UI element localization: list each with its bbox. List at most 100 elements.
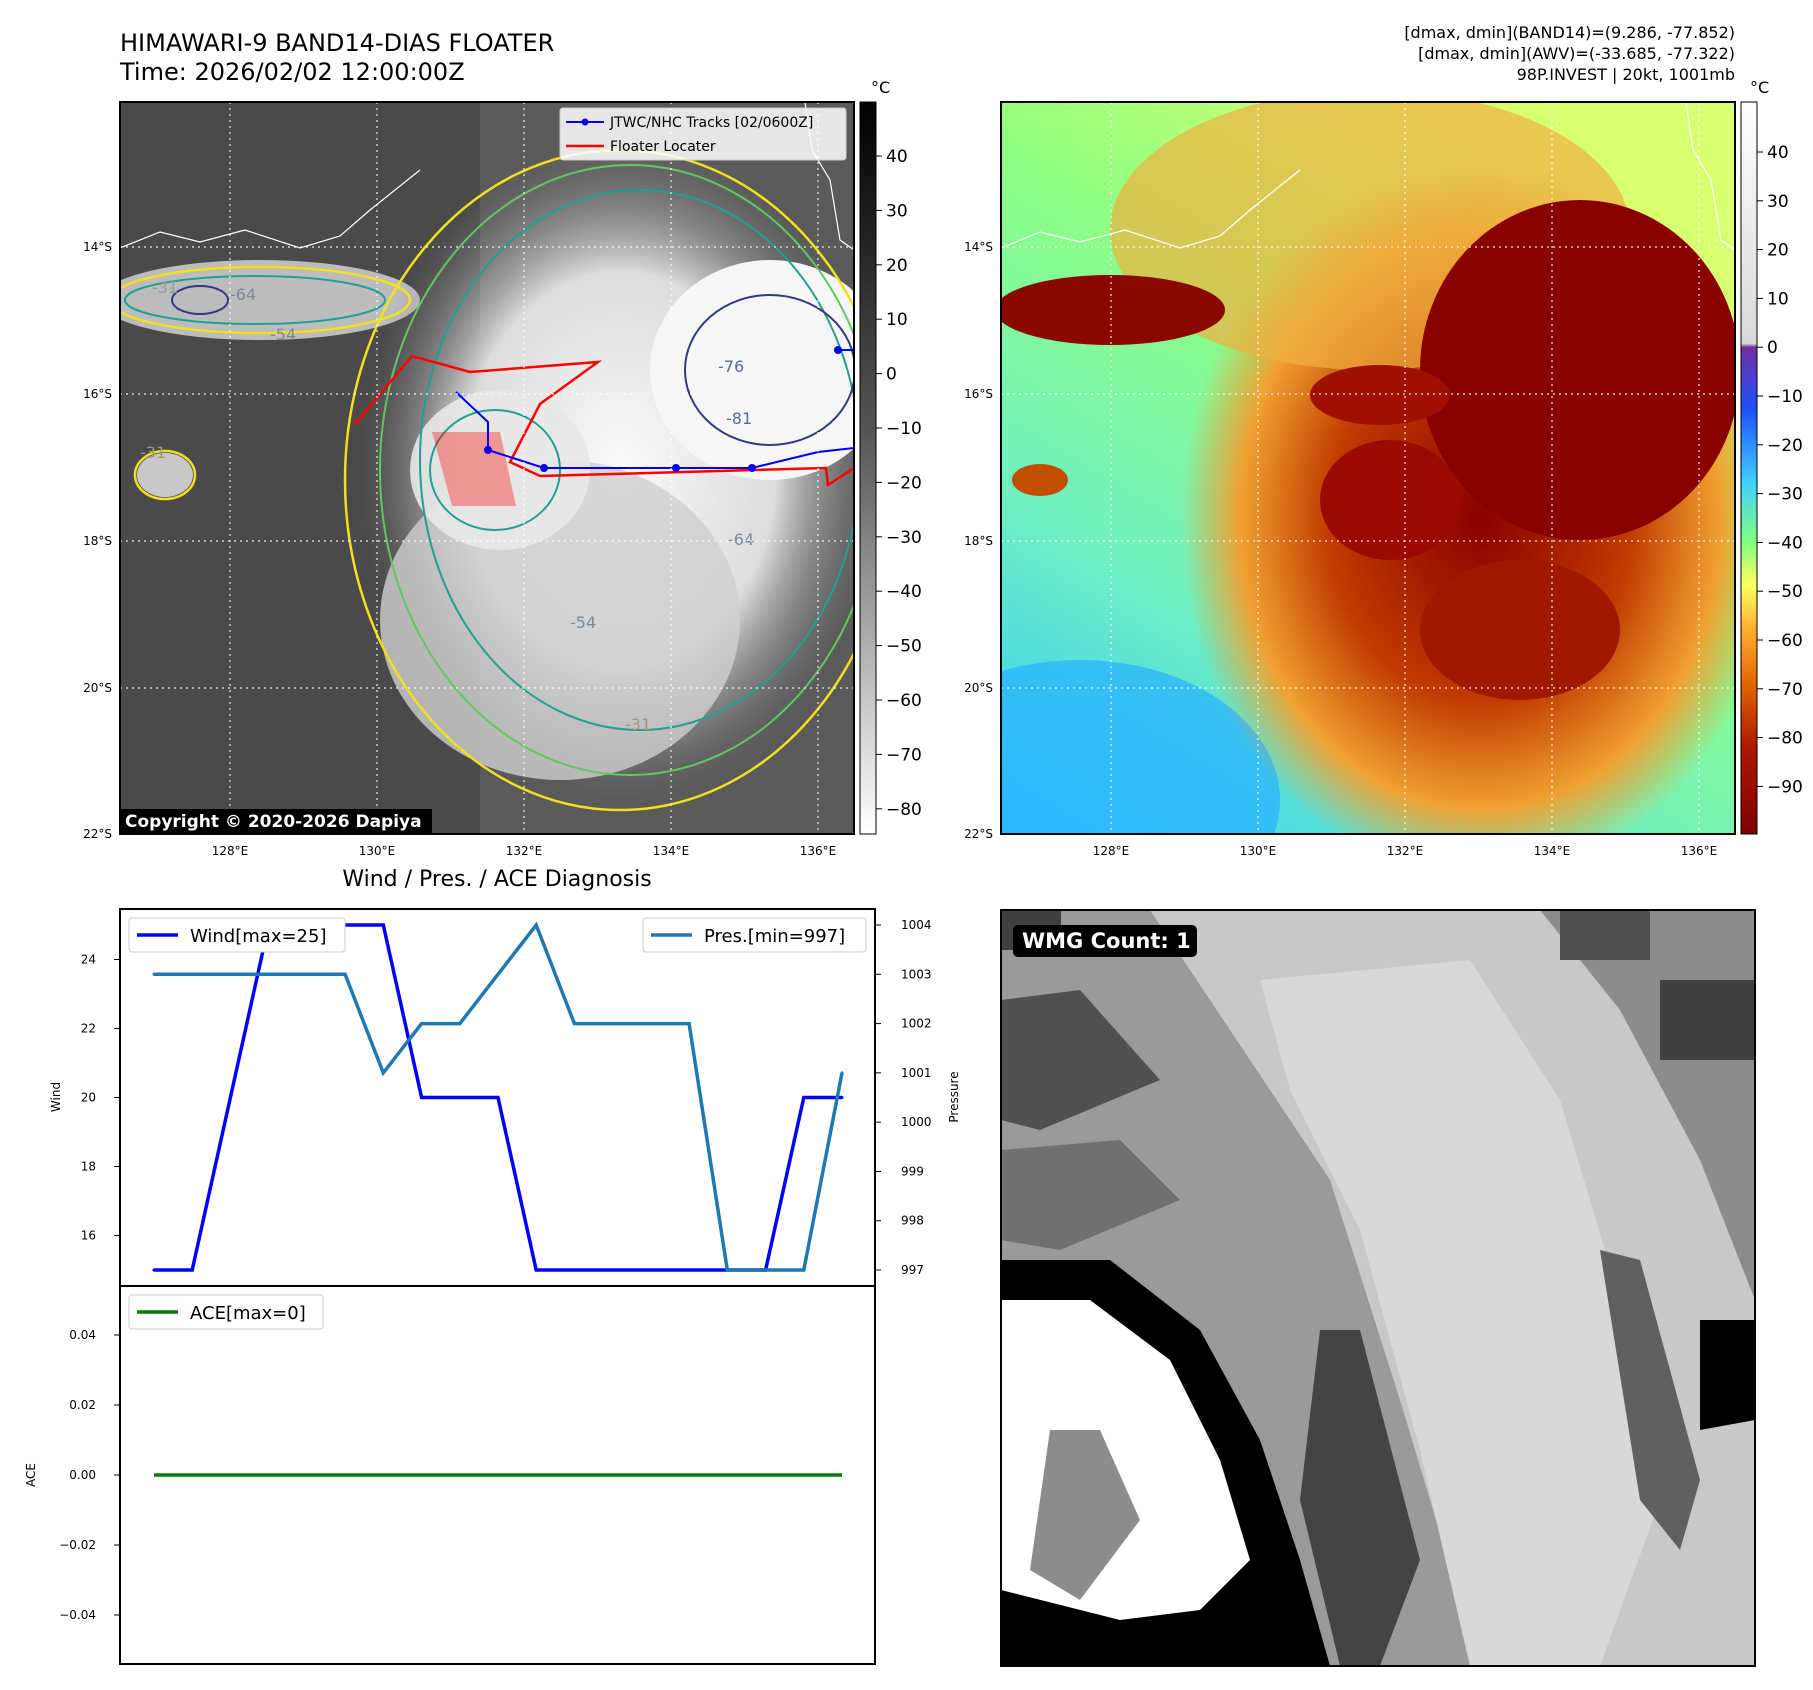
pressure-y-tick-label: 999	[901, 1164, 924, 1178]
pressure-y-tick-label: 1001	[901, 1066, 932, 1080]
ir-floater-locater	[353, 354, 854, 488]
pressure-y-tick-label: 997	[901, 1263, 924, 1277]
awv-colorbar-tick-label: −40	[1767, 533, 1803, 553]
lon-label: 132°E	[506, 844, 543, 858]
awv-colorbar: °C 40 30 20 10 0 −10 −20 −30 −40 −50 −60 −70 −80 −90	[1740, 78, 1803, 835]
wind-axis-label: Wind	[49, 1082, 63, 1112]
ace-legend-label: ACE[max=0]	[190, 1303, 306, 1324]
wind-point	[381, 923, 385, 927]
ir-colorbar-tick-label: −40	[886, 582, 922, 602]
lon-label: 132°E	[1387, 844, 1424, 858]
ir-contour-label: -76	[718, 357, 744, 376]
lat-label: 18°S	[83, 534, 112, 548]
ir-cloud-band-north	[120, 260, 420, 340]
awv-colorbar-tick-label: −20	[1767, 436, 1803, 456]
wind-point	[572, 1268, 576, 1272]
wind-point	[611, 1268, 615, 1272]
pressure-point	[534, 923, 538, 927]
pressure-point	[228, 972, 232, 976]
wmg-count-badge	[1013, 925, 1197, 957]
pressure-legend-label: Pres.[min=997]	[704, 926, 845, 947]
ir-colorbar-tick-label: 30	[886, 201, 908, 221]
pressure-point	[611, 1022, 615, 1026]
ir-track-point	[540, 464, 548, 472]
ir-colorbar-tick-label: −10	[886, 419, 922, 439]
wind-y-tick-label: 22	[81, 1022, 96, 1036]
pressure-point	[267, 972, 271, 976]
ace-legend: ACE[max=0]	[128, 1294, 324, 1330]
awv-colorbar-tick-label: 10	[1767, 289, 1789, 309]
ir-colorbar-tick-label: −70	[886, 745, 922, 765]
wind-point	[228, 1096, 232, 1099]
ir-colorbar-tick-label: −50	[886, 637, 922, 657]
ace-axis-label: ACE	[24, 1463, 38, 1487]
wind-y-tick-label: 16	[81, 1229, 96, 1243]
ir-map-axis-labels: 14°S 16°S 18°S 20°S 22°S 128°E 130°E 132…	[83, 240, 836, 858]
figure-time: Time: 2026/02/02 12:00:00Z	[119, 58, 465, 86]
ace-y-tick-label: 0.02	[69, 1398, 96, 1412]
awv-colorbar-tick-label: 20	[1767, 241, 1789, 261]
ir-colorbar-tick-label: 40	[886, 147, 908, 167]
lat-label: 14°S	[964, 240, 993, 254]
ir-map-panel: -31 -64 -54 -76 -81 -64 -31 -54 -31	[119, 101, 855, 835]
lon-label: 134°E	[1534, 844, 1571, 858]
pressure-y-tick-label: 1002	[901, 1017, 932, 1031]
pressure-y-tick-label: 998	[901, 1214, 924, 1228]
ir-colorbar-tick-label: 20	[886, 256, 908, 276]
ir-contour-core	[684, 294, 854, 446]
ir-contour-label: -64	[230, 285, 256, 304]
lat-label: 16°S	[964, 387, 993, 401]
ir-track-line	[455, 391, 854, 469]
lon-label: 130°E	[1240, 844, 1277, 858]
awv-colorbar-tick-label: −10	[1767, 387, 1803, 407]
ace-y-tick-label: 0.04	[69, 1328, 96, 1342]
pressure-y-tick-label: 1003	[901, 967, 932, 981]
ir-colorbar-tick-label: −80	[886, 800, 922, 820]
pressure-y-tick-label: 1004	[901, 918, 932, 932]
ir-contour-label: -31	[152, 278, 178, 297]
copyright-text: Copyright © 2020-2026 Dapiya	[125, 812, 422, 832]
ace-y-tick-label: −0.02	[59, 1538, 96, 1552]
awv-colorbar-tick-label: 40	[1767, 143, 1789, 163]
ir-contour-label: -31	[140, 443, 166, 462]
lon-label: 130°E	[359, 844, 396, 858]
ir-colorbar: °C 40 30 20 10 0 −10 −20 −30 −40 −50 −60 −70 −80	[859, 78, 922, 835]
legend-floater-label: Floater Locater	[610, 139, 716, 155]
awv-colorbar-tick-label: −90	[1767, 777, 1803, 797]
ir-cloud-core-east	[650, 260, 854, 480]
lon-label: 136°E	[1681, 844, 1718, 858]
ir-colorbar-unit: °C	[871, 78, 890, 97]
pressure-point	[649, 1022, 653, 1026]
lon-label: 128°E	[212, 844, 249, 858]
legend-track-label: JTWC/NHC Tracks [02/0600Z]	[609, 115, 813, 131]
ir-contour-green	[379, 164, 854, 776]
lat-label: 14°S	[83, 240, 112, 254]
pressure-legend: Pres.[min=997]	[642, 917, 867, 953]
wind-y-tick-label: 18	[81, 1160, 96, 1174]
pressure-point	[458, 1022, 462, 1026]
pressure-point	[496, 972, 500, 976]
pressure-point	[420, 1022, 424, 1026]
lat-label: 18°S	[964, 534, 993, 548]
diagnosis-title: Wind / Pres. / ACE Diagnosis	[342, 867, 651, 892]
stats-band14: [dmax, dmin](BAND14)=(9.286, -77.852)	[1404, 23, 1735, 42]
wind-point	[802, 1096, 806, 1099]
pressure-point	[381, 1071, 385, 1075]
ir-track-point	[484, 446, 492, 454]
wind-point	[687, 1268, 691, 1272]
ir-colorbar-tick-label: 0	[886, 365, 897, 385]
wind-point	[840, 1096, 844, 1099]
ir-contour-label: -31	[625, 715, 651, 734]
pressure-axis-label: Pressure	[947, 1071, 961, 1122]
ir-legend: JTWC/NHC Tracks [02/0600Z] Floater Locat…	[559, 107, 847, 161]
awv-colorbar-tick-label: −80	[1767, 729, 1803, 749]
awv-colorbar-tick-label: 0	[1767, 338, 1778, 358]
ir-colorbar-tick-label: 10	[886, 310, 908, 330]
pressure-point	[687, 1022, 691, 1026]
awv-colorbar-tick-label: −50	[1767, 582, 1803, 602]
awv-colorbar-tick-label: 30	[1767, 192, 1789, 212]
copyright-box	[120, 809, 432, 834]
awv-dry-band-north	[1001, 275, 1225, 345]
awv-colorbar-tick-label: −60	[1767, 631, 1803, 651]
